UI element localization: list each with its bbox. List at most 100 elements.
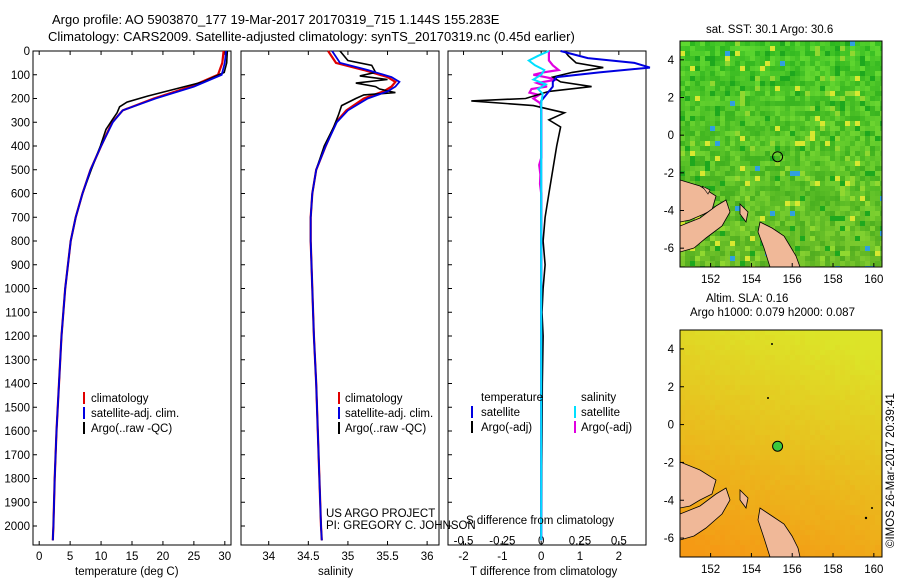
map-cell [800,61,805,66]
map-cell [865,171,870,176]
map-cell [785,126,790,131]
map-cell [720,116,725,121]
map-cell [810,490,815,495]
map-cell [720,46,725,51]
map-cell [775,181,780,186]
map-cell [735,81,740,86]
map-cell [845,440,850,445]
map-cell [715,530,720,535]
map-cell [835,355,840,360]
map-cell [765,355,770,360]
map-cell [745,251,750,256]
map-cell [790,176,795,181]
map-cell [775,415,780,420]
map-cell [815,380,820,385]
map-cell [785,131,790,136]
map-cell [745,81,750,86]
map-cell [810,535,815,540]
map-cell [695,550,700,555]
map-cell [790,236,795,241]
map-cell [720,450,725,455]
map-cell [710,146,715,151]
map-cell [780,395,785,400]
map-cell [805,196,810,201]
map-cell [700,81,705,86]
map-cell [810,465,815,470]
map-cell [800,415,805,420]
map-cell [740,455,745,460]
map-cell [850,71,855,76]
map-cell [840,440,845,445]
map-cell [685,251,690,256]
map-cell [740,510,745,515]
map-cell [785,395,790,400]
map-cell [795,186,800,191]
map-cell [795,161,800,166]
map-cell [810,390,815,395]
map-cell [690,420,695,425]
map-cell [805,121,810,126]
map-cell [770,186,775,191]
map-cell [840,126,845,131]
map-cell [860,410,865,415]
map-cell [725,81,730,86]
map-cell [705,345,710,350]
map-y-tick-label: 4 [668,55,675,67]
map-cell [850,106,855,111]
map-cell [820,256,825,261]
map-cell [865,76,870,81]
map-cell [740,385,745,390]
map-cell [830,465,835,470]
map-cell [775,176,780,181]
map-cell [775,71,780,76]
map-cell [755,375,760,380]
map-cell [680,360,685,365]
map-cell [875,540,880,545]
map-cell [800,221,805,226]
map-cell [750,86,755,91]
map-cell [840,555,845,557]
map-cell [830,395,835,400]
map-cell [815,176,820,181]
map-cell [780,495,785,500]
map-cell [740,480,745,485]
map-cell [780,61,785,66]
map-cell [740,470,745,475]
legend-label-climatology: climatology [91,393,149,405]
map-cell [875,420,880,425]
map-cell [770,146,775,151]
map-cell [785,335,790,340]
map-cell [775,460,780,465]
map-cell [715,231,720,236]
map-cell [835,540,840,545]
map-x-tick-label: 152 [701,564,720,576]
map-cell [775,470,780,475]
map-cell [880,251,882,256]
map-cell [755,91,760,96]
map-cell [770,415,775,420]
map-cell [720,251,725,256]
map-cell [770,385,775,390]
map-cell [845,460,850,465]
map-cell [875,545,880,550]
map-cell [770,216,775,221]
map-cell [790,385,795,390]
map-cell [835,335,840,340]
map-cell [855,540,860,545]
map-cell [825,430,830,435]
map-cell [790,41,795,46]
map-cell [700,106,705,111]
map-cell [805,355,810,360]
map-cell [830,490,835,495]
map-cell [830,166,835,171]
map-cell [855,395,860,400]
map-cell [830,146,835,151]
map-cell [765,161,770,166]
map-cell [685,355,690,360]
map-cell [725,435,730,440]
map-cell [760,445,765,450]
map-cell [745,480,750,485]
map-cell [735,555,740,557]
map-cell [700,61,705,66]
map-cell [695,216,700,221]
